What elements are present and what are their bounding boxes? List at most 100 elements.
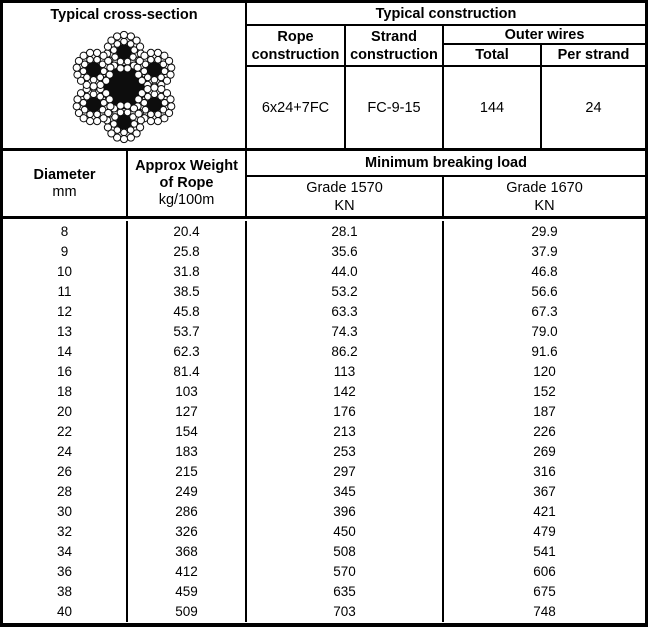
diameter-value: 16	[3, 361, 128, 382]
grade-1670-value: 606	[533, 564, 556, 580]
grade-1570-value: 703	[247, 601, 444, 622]
grade-1570-unit: KN	[334, 197, 355, 214]
diameter-value: 28	[3, 481, 128, 502]
table-row: 12 45.8 63.3 67.3	[3, 301, 645, 322]
rope-construction-header: Rope construction	[247, 26, 346, 65]
grade-1570-value: 35.6	[247, 241, 444, 262]
weight-value: 249	[128, 481, 247, 502]
outer-per-strand-header: Per strand	[557, 47, 630, 63]
weight-value: 215	[128, 461, 247, 482]
spec-header: Diameter mm Approx Weight of Rope kg/100…	[3, 151, 645, 219]
diameter-unit: mm	[52, 183, 77, 200]
diameter-header: Diameter mm	[3, 151, 128, 216]
diameter-value: 26	[3, 461, 128, 482]
grade-1570-value: 508	[247, 541, 444, 562]
grade-1670-value: 316	[533, 464, 556, 480]
table-row: 28 249 345 367	[3, 481, 645, 502]
rope-cross-section-icon	[72, 30, 176, 144]
grade-1670-unit: KN	[534, 197, 555, 214]
diameter-value: 36	[3, 561, 128, 582]
grade-1570-value: 570	[247, 561, 444, 582]
strand-construction-header: Strand construction	[346, 26, 444, 65]
table-row: 11 38.5 53.2 56.6	[3, 281, 645, 302]
grade-1570-header: Grade 1570 KN	[247, 177, 444, 216]
weight-value: 20.4	[128, 221, 247, 242]
table-row: 34 368 508 541	[3, 541, 645, 562]
grade-1670-value: 226	[533, 423, 556, 439]
table-row: 40 509 703 748	[3, 601, 645, 622]
grade-1670-value: 29.9	[531, 223, 558, 239]
grade-1570-value: 53.2	[247, 281, 444, 302]
breaking-load-group: Minimum breaking load Grade 1570 KN Grad…	[247, 151, 645, 216]
cross-section-cell: Typical cross-section	[3, 3, 247, 148]
weight-value: 412	[128, 561, 247, 582]
strand-construction-value: FC-9-15	[346, 67, 444, 148]
weight-value: 459	[128, 581, 247, 602]
weight-label: Approx Weight of Rope	[135, 158, 238, 191]
grade-1570-value: 396	[247, 501, 444, 522]
table-row: 32 326 450 479	[3, 521, 645, 542]
grade-1670-value: 37.9	[531, 243, 558, 259]
diameter-value: 13	[3, 321, 128, 342]
weight-value: 45.8	[128, 301, 247, 322]
table-row: 9 25.8 35.6 37.9	[3, 241, 645, 262]
diameter-label: Diameter	[33, 166, 96, 183]
diameter-value: 18	[3, 381, 128, 402]
breaking-load-header: Minimum breaking load	[247, 151, 645, 177]
grade-1670-value: 56.6	[531, 283, 558, 299]
weight-value: 368	[128, 541, 247, 562]
table-row: 22 154 213 226	[3, 421, 645, 442]
diameter-value: 34	[3, 541, 128, 562]
cross-section-title: Typical cross-section	[50, 6, 198, 23]
table-row: 20 127 176 187	[3, 401, 645, 422]
table-row: 8 20.4 28.1 29.9	[3, 221, 645, 242]
diameter-value: 9	[3, 241, 128, 262]
weight-value: 286	[128, 501, 247, 522]
diameter-value: 11	[3, 281, 128, 302]
table-row: 38 459 635 675	[3, 581, 645, 602]
grade-1570-value: 63.3	[247, 301, 444, 322]
weight-value: 38.5	[128, 281, 247, 302]
table-row: 36 412 570 606	[3, 561, 645, 582]
grade-1570-label: Grade 1570	[306, 179, 383, 196]
spec-table-body: 8 20.4 28.1 29.9 9 25.8 35.6 37.9 10 31.8 44.0 46.8…	[3, 219, 645, 623]
grade-headers: Grade 1570 KN Grade 1670 KN	[247, 177, 645, 216]
grade-1570-value: 74.3	[247, 321, 444, 342]
table-row: 30 286 396 421	[3, 501, 645, 522]
outer-wires-group: Outer wires Total Per strand	[444, 26, 645, 65]
top-section: Typical cross-section Typical constructi…	[3, 3, 645, 151]
grade-1670-value: 269	[533, 444, 556, 460]
diameter-value: 38	[3, 581, 128, 602]
grade-1570-value: 142	[247, 381, 444, 402]
weight-value: 509	[128, 601, 247, 622]
construction-subheaders: Rope construction Strand construction Ou…	[247, 26, 645, 67]
construction-area: Typical construction Rope construction S…	[247, 3, 645, 148]
table-row: 13 53.7 74.3 79.0	[3, 321, 645, 342]
grade-1670-value: 152	[533, 383, 556, 399]
outer-total-header: Total	[444, 45, 542, 65]
weight-header: Approx Weight of Rope kg/100m	[128, 151, 247, 216]
table-row: 24 183 253 269	[3, 441, 645, 462]
grade-1670-header: Grade 1670 KN	[444, 177, 645, 216]
diameter-value: 24	[3, 441, 128, 462]
table-row: 16 81.4 113 120	[3, 361, 645, 382]
rope-construction-value: 6x24+7FC	[247, 67, 346, 148]
grade-1670-label: Grade 1670	[506, 179, 583, 196]
weight-unit: kg/100m	[158, 192, 215, 208]
weight-value: 103	[128, 381, 247, 402]
grade-1570-value: 28.1	[247, 221, 444, 242]
diameter-value: 32	[3, 521, 128, 542]
weight-value: 25.8	[128, 241, 247, 262]
weight-value: 326	[128, 521, 247, 542]
diameter-value: 20	[3, 401, 128, 422]
grade-1670-value: 541	[533, 544, 556, 560]
grade-1570-value: 345	[247, 481, 444, 502]
grade-1670-value: 79.0	[531, 323, 558, 339]
outer-wires-header: Outer wires	[444, 26, 645, 45]
diameter-value: 40	[3, 601, 128, 622]
grade-1570-value: 253	[247, 441, 444, 462]
table-row: 18 103 142 152	[3, 381, 645, 402]
diameter-value: 14	[3, 341, 128, 362]
outer-total-value: 144	[444, 67, 542, 148]
